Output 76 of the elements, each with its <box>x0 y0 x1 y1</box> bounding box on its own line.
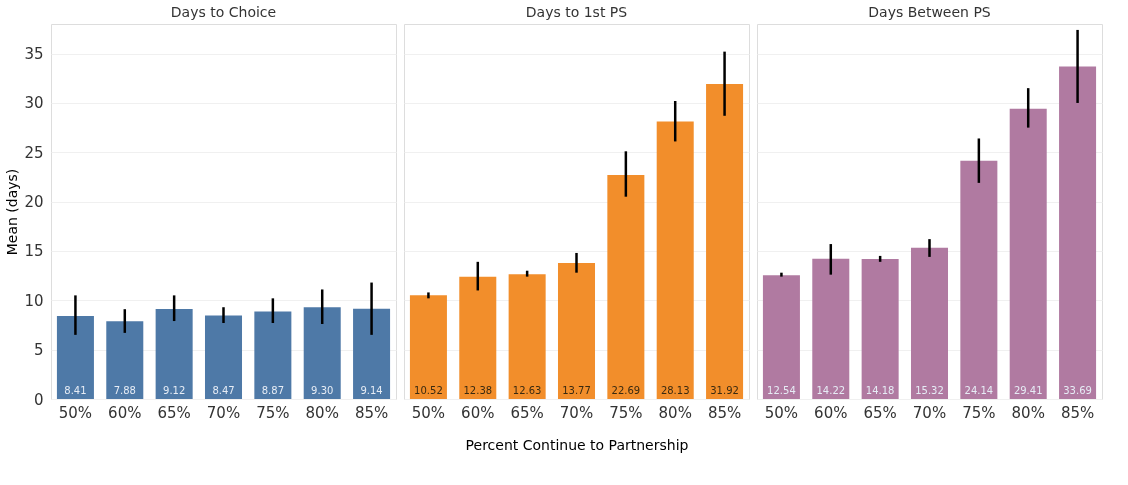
bar <box>459 276 497 399</box>
x-tick-label: 85% <box>707 403 742 422</box>
bar <box>1059 66 1097 399</box>
y-tick-label: 20 <box>24 193 44 212</box>
bar <box>56 316 94 399</box>
y-axis-title: Mean (days) <box>4 168 21 256</box>
data-label: 28.13 <box>660 385 690 396</box>
bar <box>706 84 744 399</box>
data-label: 8.87 <box>261 385 284 396</box>
x-tick-label: 50% <box>764 403 799 422</box>
x-tick-label: 65% <box>510 403 544 422</box>
bar <box>155 309 193 399</box>
data-label: 9.12 <box>163 385 186 396</box>
data-label: 12.63 <box>512 385 542 396</box>
data-label: 8.47 <box>212 385 235 396</box>
x-tick-label: 65% <box>157 403 191 422</box>
bar <box>254 311 292 399</box>
chart-title: Days to 1st PS <box>525 4 628 20</box>
bar <box>353 308 391 399</box>
y-tick-label: 0 <box>33 390 44 409</box>
data-label: 14.22 <box>816 385 846 396</box>
x-tick-label: 60% <box>108 403 142 422</box>
y-tick-label: 5 <box>33 341 44 360</box>
data-label: 31.92 <box>710 385 739 396</box>
data-label: 15.32 <box>915 385 944 396</box>
bar <box>861 259 899 399</box>
chart-title: Days to Choice <box>170 4 277 20</box>
bar <box>557 263 596 399</box>
bar <box>106 321 144 399</box>
bar <box>409 295 447 399</box>
data-label: 9.14 <box>360 385 383 396</box>
x-tick-label: 85% <box>354 403 389 422</box>
x-tick-label: 70% <box>912 403 947 422</box>
y-tick-label: 30 <box>24 94 44 113</box>
bar <box>1009 108 1047 399</box>
x-tick-label: 50% <box>58 403 93 422</box>
x-axis-title: Percent Continue to Partnership <box>465 436 689 453</box>
data-label: 9.30 <box>311 385 334 396</box>
x-tick-label: 85% <box>1060 403 1095 422</box>
data-label: 12.54 <box>767 385 796 396</box>
y-tick-label: 35 <box>24 45 44 64</box>
data-label: 14.18 <box>865 385 895 396</box>
x-tick-label: 60% <box>814 403 848 422</box>
chart-title: Days Between PS <box>868 4 991 20</box>
data-label: 29.41 <box>1013 385 1043 396</box>
data-label: 12.38 <box>463 385 493 396</box>
data-label: 13.77 <box>562 385 591 396</box>
bar <box>762 275 800 399</box>
x-tick-label: 65% <box>863 403 897 422</box>
x-tick-label: 75% <box>962 403 996 422</box>
x-tick-label: 75% <box>609 403 643 422</box>
data-label: 8.41 <box>64 385 87 396</box>
x-tick-label: 60% <box>461 403 495 422</box>
data-label: 24.14 <box>964 385 994 396</box>
bar <box>910 247 949 399</box>
bar <box>656 121 694 399</box>
y-tick-label: 10 <box>24 291 44 310</box>
y-tick-label: 15 <box>24 242 44 261</box>
x-tick-label: 70% <box>559 403 594 422</box>
x-tick-label: 80% <box>658 403 692 422</box>
bar <box>204 315 243 399</box>
x-tick-label: 50% <box>411 403 446 422</box>
x-tick-label: 70% <box>206 403 241 422</box>
bar <box>607 175 645 399</box>
bar <box>812 258 850 399</box>
y-tick-label: 25 <box>24 143 44 162</box>
x-tick-label: 75% <box>256 403 290 422</box>
bar <box>303 307 341 399</box>
x-tick-label: 80% <box>1011 403 1045 422</box>
data-label: 33.69 <box>1063 385 1092 396</box>
data-label: 22.69 <box>611 385 641 396</box>
bar <box>960 160 998 399</box>
x-tick-label: 80% <box>305 403 339 422</box>
data-label: 7.88 <box>113 385 136 396</box>
bar <box>508 274 546 399</box>
data-label: 10.52 <box>414 385 443 396</box>
